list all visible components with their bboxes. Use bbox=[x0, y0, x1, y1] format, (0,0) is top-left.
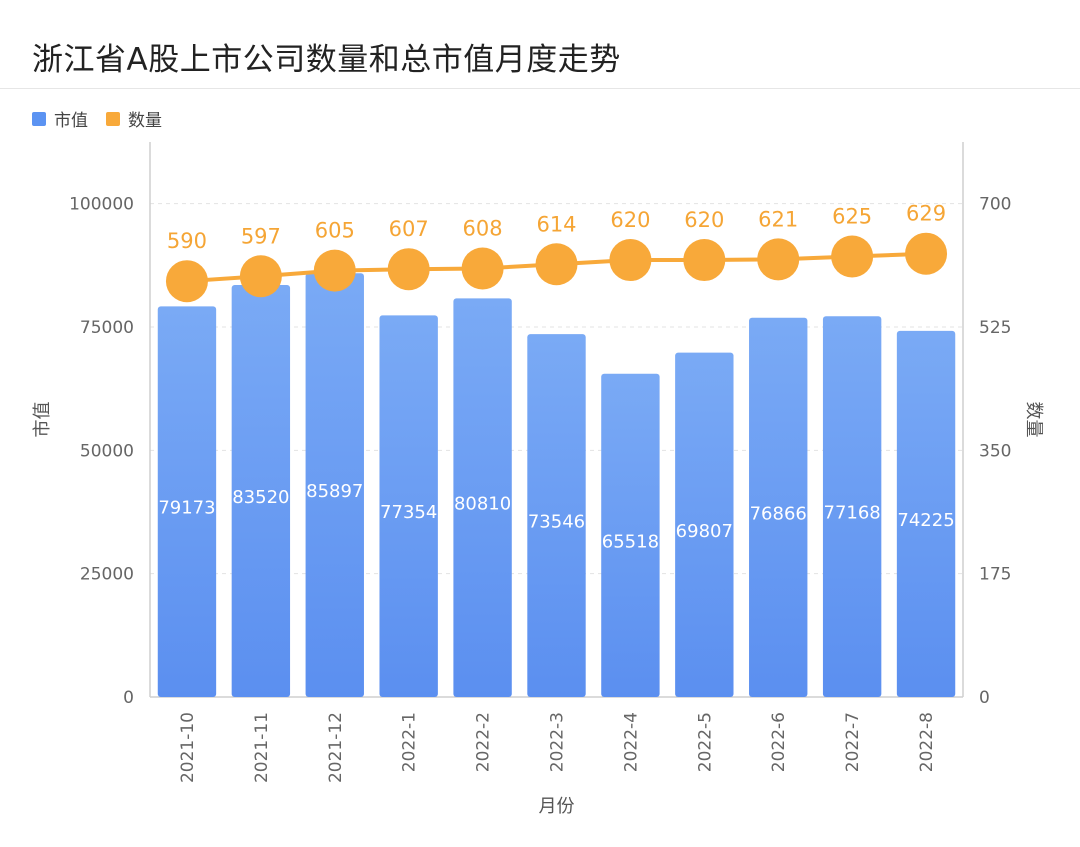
y-tick-label: 100000 bbox=[69, 195, 134, 215]
x-tick-label: 2022-6 bbox=[769, 712, 789, 772]
bar-value-label: 73546 bbox=[528, 512, 585, 533]
count-value-label: 621 bbox=[758, 207, 798, 231]
legend-label-count: 数量 bbox=[128, 111, 162, 131]
y2-tick-label: 350 bbox=[979, 441, 1011, 461]
bar bbox=[231, 284, 291, 697]
chart-title: 浙江省A股上市公司数量和总市值月度走势 bbox=[32, 42, 621, 78]
y2-tick-label: 525 bbox=[979, 318, 1011, 338]
legend-item-count[interactable]: 数量 bbox=[106, 106, 162, 131]
x-tick-label: 2021-11 bbox=[252, 712, 272, 783]
count-line bbox=[165, 232, 948, 303]
bar-value-label: 85897 bbox=[306, 481, 363, 502]
x-tick-label: 2022-4 bbox=[621, 712, 641, 772]
y2-tick-label: 175 bbox=[979, 565, 1011, 585]
legend-swatch-count bbox=[106, 111, 120, 126]
bar bbox=[157, 306, 217, 697]
count-value-label: 625 bbox=[832, 205, 872, 229]
bar-value-label: 69807 bbox=[676, 521, 733, 542]
count-value-label: 629 bbox=[906, 202, 946, 226]
bar-value-label: 77354 bbox=[380, 502, 437, 523]
count-point bbox=[387, 248, 430, 291]
count-value-label: 590 bbox=[167, 229, 207, 253]
legend-item-market-value[interactable]: 市值 bbox=[32, 106, 88, 131]
y-tick-label: 0 bbox=[123, 688, 134, 708]
y2-tick-label: 0 bbox=[979, 688, 990, 708]
legend-label-market-value: 市值 bbox=[54, 111, 88, 131]
y-axis-title: 市值 bbox=[32, 402, 53, 438]
y-tick-label: 25000 bbox=[80, 565, 134, 585]
count-value-label: 614 bbox=[536, 212, 576, 236]
x-tick-label: 2022-3 bbox=[548, 712, 568, 772]
count-point bbox=[239, 255, 282, 298]
count-point bbox=[609, 239, 652, 282]
count-point bbox=[535, 243, 578, 286]
count-value-label: 607 bbox=[389, 217, 429, 241]
bar bbox=[379, 315, 438, 697]
axes: 0 25000 50000 75000 100000 0 175 350 525 700 2021-… bbox=[69, 142, 1011, 783]
count-point bbox=[905, 232, 948, 275]
bar bbox=[601, 373, 660, 697]
x-axis-title: 月份 bbox=[539, 796, 575, 817]
bar bbox=[822, 316, 882, 697]
bar-value-label: 77168 bbox=[824, 503, 881, 524]
count-value-label: 620 bbox=[610, 208, 650, 232]
count-value-label: 608 bbox=[463, 217, 503, 241]
bar-value-label: 80810 bbox=[454, 494, 511, 515]
count-value-label: 597 bbox=[241, 224, 281, 248]
x-tick-label: 2021-10 bbox=[178, 712, 198, 783]
bar-value-label: 79173 bbox=[158, 498, 215, 519]
x-tick-label: 2022-2 bbox=[474, 712, 494, 772]
bar bbox=[749, 317, 808, 697]
count-value-label: 620 bbox=[684, 208, 724, 232]
bar-value-label: 76866 bbox=[750, 503, 807, 524]
bar bbox=[527, 334, 586, 697]
market-value-bars bbox=[157, 273, 956, 697]
y2-axis-title: 数量 bbox=[1023, 402, 1044, 438]
y2-tick-label: 700 bbox=[979, 195, 1011, 215]
bar-value-label: 74225 bbox=[897, 510, 954, 531]
bar-value-label: 83520 bbox=[232, 487, 289, 508]
count-point bbox=[683, 239, 726, 282]
x-tick-label: 2022-7 bbox=[843, 712, 863, 772]
x-tick-label: 2021-12 bbox=[326, 712, 346, 783]
bar bbox=[896, 330, 956, 697]
bar bbox=[453, 298, 512, 697]
count-point bbox=[831, 235, 874, 278]
bar bbox=[675, 352, 734, 697]
y-tick-label: 75000 bbox=[80, 318, 134, 338]
x-tick-label: 2022-8 bbox=[917, 712, 937, 772]
title-divider bbox=[0, 88, 1080, 89]
x-tick-label: 2022-1 bbox=[400, 712, 420, 772]
count-point bbox=[165, 260, 208, 303]
data-labels: 79173 83520 85897 77354 80810 73546 65518 69807… bbox=[158, 202, 954, 553]
legend: 市值 数量 bbox=[32, 106, 162, 131]
bar-value-label: 65518 bbox=[602, 531, 659, 552]
x-tick-label: 2022-5 bbox=[695, 712, 715, 772]
bar bbox=[305, 273, 364, 697]
legend-swatch-market-value bbox=[32, 111, 46, 126]
count-value-label: 605 bbox=[315, 219, 355, 243]
count-point bbox=[313, 249, 356, 292]
count-point bbox=[757, 238, 800, 281]
y-tick-label: 50000 bbox=[80, 441, 134, 461]
count-point bbox=[461, 247, 504, 290]
